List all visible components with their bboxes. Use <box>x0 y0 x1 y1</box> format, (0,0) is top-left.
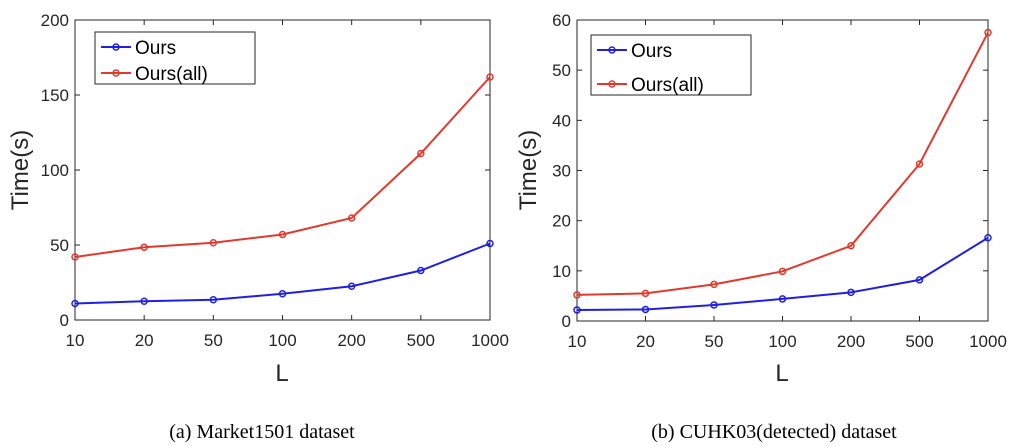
y-axis: 0 50 100 150 200 <box>41 11 490 330</box>
data-point <box>573 291 581 299</box>
y-tick-label: 0 <box>60 311 69 330</box>
data-point <box>710 301 718 309</box>
x-tick-label: 10 <box>568 332 587 351</box>
data-point <box>140 243 148 251</box>
series-line-ours-all- <box>576 32 989 296</box>
y-tick-label: 150 <box>41 86 69 105</box>
data-point <box>486 73 494 81</box>
x-tick-label: 50 <box>705 332 724 351</box>
x-tick-label: 100 <box>268 331 296 350</box>
x-tick-label: 50 <box>204 331 223 350</box>
x-tick-label: 1000 <box>969 332 1007 351</box>
y-tick-label: 200 <box>41 11 69 30</box>
data-point <box>140 297 148 305</box>
data-point <box>847 288 855 297</box>
legend-marker <box>608 46 616 54</box>
data-point <box>641 305 650 314</box>
y-tick-label: 20 <box>552 212 571 231</box>
y-tick-label: 60 <box>552 11 571 30</box>
legend-marker <box>112 43 120 51</box>
legend-label: Ours(all) <box>135 64 208 85</box>
series-line-ours <box>74 242 491 305</box>
series-layer <box>573 28 992 314</box>
legend-marker <box>112 69 120 77</box>
x-axis: 10 20 50 100 200 500 1000 <box>66 20 509 350</box>
data-point <box>417 149 425 158</box>
data-point <box>710 280 718 289</box>
x-tick-label: 100 <box>768 332 796 351</box>
y-tick-label: 30 <box>552 162 571 181</box>
legend: Ours Ours(all) <box>94 31 256 85</box>
data-point <box>209 239 218 247</box>
data-point <box>641 289 650 298</box>
y-axis: 0 10 20 30 40 50 60 <box>552 11 988 331</box>
x-tick-label: 500 <box>905 332 933 351</box>
x-tick-label: 20 <box>636 332 655 351</box>
x-tick-label: 200 <box>837 332 865 351</box>
x-axis: 10 20 50 100 200 500 1000 <box>568 20 1007 351</box>
data-point <box>71 299 79 308</box>
caption: (a) Market1501 dataset <box>169 421 355 443</box>
series-layer <box>71 73 494 308</box>
x-axis-label: L <box>275 360 288 387</box>
y-tick-label: 10 <box>552 262 571 281</box>
x-tick-label: 200 <box>337 331 365 350</box>
data-point <box>984 233 992 242</box>
y-tick-label: 50 <box>50 236 69 255</box>
data-point <box>347 282 356 290</box>
x-tick-label: 10 <box>66 331 85 350</box>
data-point <box>278 230 287 239</box>
data-point <box>778 295 787 303</box>
data-point <box>778 267 787 276</box>
y-tick-label: 50 <box>552 61 571 80</box>
x-tick-label: 1000 <box>471 331 509 350</box>
data-point <box>915 160 924 168</box>
data-point <box>847 242 855 250</box>
data-point <box>486 239 494 248</box>
x-tick-label: 500 <box>407 331 435 350</box>
y-tick-label: 0 <box>562 312 571 331</box>
legend: Ours Ours(all) <box>590 34 752 96</box>
legend-box <box>94 31 256 85</box>
data-point <box>209 296 218 304</box>
series-line-ours <box>576 236 989 311</box>
y-axis-label: Time(s) <box>7 130 34 210</box>
data-point <box>71 253 79 261</box>
y-tick-label: 100 <box>41 161 69 180</box>
caption: (b) CUHK03(detected) dataset <box>651 421 897 443</box>
legend-label: Ours <box>631 41 672 62</box>
data-point <box>278 290 287 298</box>
data-point <box>347 214 356 222</box>
legend-marker <box>608 80 616 88</box>
y-axis-label: Time(s) <box>515 130 542 210</box>
y-tick-label: 40 <box>552 111 571 130</box>
x-axis-label: L <box>775 360 788 387</box>
data-point <box>984 28 992 37</box>
legend-label: Ours(all) <box>631 75 704 96</box>
legend-label: Ours <box>135 38 176 59</box>
x-tick-label: 20 <box>135 331 154 350</box>
data-point <box>573 306 581 314</box>
data-point <box>915 276 924 284</box>
data-point <box>417 266 425 275</box>
series-line-ours-all- <box>74 76 491 258</box>
